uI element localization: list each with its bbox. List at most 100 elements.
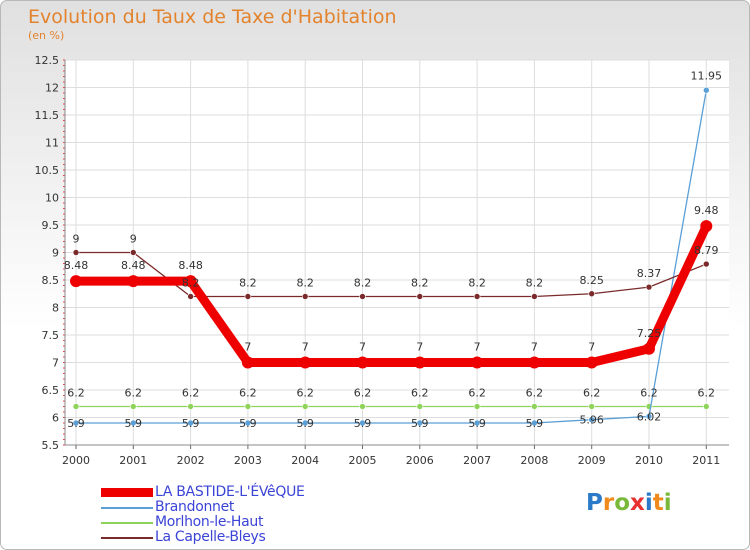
legend-swatch-la-bastide <box>101 488 153 497</box>
data-label-capelle: 8.2 <box>354 277 372 290</box>
legend-swatch-morlhon <box>101 522 153 524</box>
x-tick-label: 2002 <box>177 454 205 467</box>
data-point-morlhon <box>359 403 366 410</box>
legend-label-capelle: La Capelle-Bleys <box>155 529 266 545</box>
logo-letter: i <box>663 490 672 516</box>
data-label-brandonnet: 5.9 <box>239 417 257 430</box>
data-label-capelle: 8.79 <box>694 244 719 257</box>
data-label-capelle: 9 <box>73 233 80 246</box>
x-tick-label: 2011 <box>692 454 720 467</box>
y-tick-label: 10 <box>45 192 59 205</box>
data-point-capelle <box>416 293 424 300</box>
data-label-brandonnet: 5.9 <box>182 417 200 430</box>
data-label-brandonnet: 5.9 <box>296 417 314 430</box>
x-tick-label: 2006 <box>406 454 434 467</box>
data-point-morlhon <box>301 403 309 410</box>
data-point-morlhon <box>244 403 252 410</box>
data-label-la-bastide: 9.48 <box>694 204 719 217</box>
data-label-morlhon: 6.2 <box>640 387 658 400</box>
data-point-la-bastide <box>127 275 140 288</box>
x-tick-label: 2000 <box>62 454 90 467</box>
data-label-morlhon: 6.2 <box>698 387 716 400</box>
legend-label-morlhon: Morlhon-le-Haut <box>155 514 264 530</box>
data-label-brandonnet: 5.9 <box>411 417 429 430</box>
data-point-capelle <box>187 293 194 300</box>
data-label-brandonnet: 5.96 <box>579 414 604 427</box>
data-point-la-bastide <box>413 356 426 369</box>
logo-letter: t <box>652 490 664 516</box>
data-point-capelle <box>531 293 538 300</box>
data-point-capelle <box>130 249 137 256</box>
legend-swatch-brandonnet <box>101 507 153 509</box>
data-point-morlhon <box>473 403 481 410</box>
chart-subtitle: (en %) <box>28 29 65 42</box>
x-tick-label: 2001 <box>119 454 147 467</box>
series-line-brandonnet <box>76 90 707 424</box>
y-tick-label: 7 <box>52 357 59 370</box>
y-tick-label: 5.5 <box>42 439 60 452</box>
y-tick-label: 8 <box>52 302 59 315</box>
data-label-morlhon: 6.2 <box>526 387 544 400</box>
y-tick-label: 6 <box>52 412 59 425</box>
y-tick-label: 7.5 <box>42 329 60 342</box>
data-label-la-bastide: 7.25 <box>637 327 662 340</box>
y-tick-label: 10.5 <box>35 164 60 177</box>
y-tick-label: 9.5 <box>42 219 60 232</box>
data-point-morlhon <box>187 403 194 410</box>
logo-letter: o <box>614 490 631 516</box>
x-tick-label: 2010 <box>635 454 663 467</box>
data-point-capelle <box>301 293 309 300</box>
x-tick-label: 2005 <box>349 454 377 467</box>
data-point-brandonnet <box>72 419 80 427</box>
data-label-capelle: 8.2 <box>239 277 257 290</box>
data-point-brandonnet <box>130 419 137 427</box>
y-tick-label: 9 <box>52 247 59 260</box>
data-label-la-bastide: 7 <box>302 341 309 354</box>
data-label-morlhon: 6.2 <box>239 387 257 400</box>
series-line-la-bastide <box>76 224 711 367</box>
data-label-brandonnet: 11.95 <box>691 69 723 82</box>
logo-letter: P <box>586 490 603 516</box>
data-label-morlhon: 6.2 <box>125 387 143 400</box>
data-label-la-bastide: 7 <box>531 341 538 354</box>
legend-swatch-capelle <box>101 537 153 539</box>
x-tick-label: 2009 <box>578 454 606 467</box>
data-point-brandonnet <box>588 416 596 424</box>
data-point-brandonnet <box>645 413 653 420</box>
logo-letter: x <box>630 490 645 516</box>
data-point-capelle <box>702 260 710 268</box>
y-tick-label: 6.5 <box>42 384 60 397</box>
chart-title: Evolution du Taux de Taxe d'Habitation <box>28 6 397 28</box>
data-point-capelle <box>244 293 252 300</box>
data-point-capelle <box>72 249 80 256</box>
data-label-capelle: 8.2 <box>468 277 486 290</box>
logo-letter: r <box>602 490 615 516</box>
data-label-brandonnet: 5.9 <box>354 417 372 430</box>
data-label-morlhon: 6.2 <box>468 387 486 400</box>
data-point-la-bastide <box>356 356 369 369</box>
data-label-morlhon: 6.2 <box>67 387 85 400</box>
data-label-capelle: 9 <box>130 233 137 246</box>
data-label-la-bastide: 8.48 <box>178 259 203 272</box>
data-label-brandonnet: 6.02 <box>637 410 662 423</box>
data-label-capelle: 8.2 <box>411 277 429 290</box>
data-label-morlhon: 6.2 <box>296 387 314 400</box>
data-point-la-bastide <box>471 356 484 369</box>
y-tick-label: 12.5 <box>35 54 60 67</box>
data-label-la-bastide: 7 <box>359 341 366 354</box>
legend-label-la-bastide: LA BASTIDE-L'ÉVêQUE <box>155 484 305 500</box>
data-point-la-bastide <box>241 356 254 369</box>
data-point-capelle <box>645 283 653 291</box>
y-tick-label: 12 <box>45 82 59 95</box>
data-point-la-bastide <box>700 220 713 233</box>
data-point-morlhon <box>416 403 424 410</box>
y-tick-label: 11 <box>45 137 59 150</box>
data-point-morlhon <box>531 403 538 410</box>
data-label-la-bastide: 7 <box>244 341 251 354</box>
data-label-capelle: 8.2 <box>182 277 200 290</box>
data-point-brandonnet <box>531 419 538 427</box>
data-label-la-bastide: 7 <box>588 341 595 354</box>
data-point-brandonnet <box>359 419 366 427</box>
data-label-capelle: 8.37 <box>637 267 662 280</box>
